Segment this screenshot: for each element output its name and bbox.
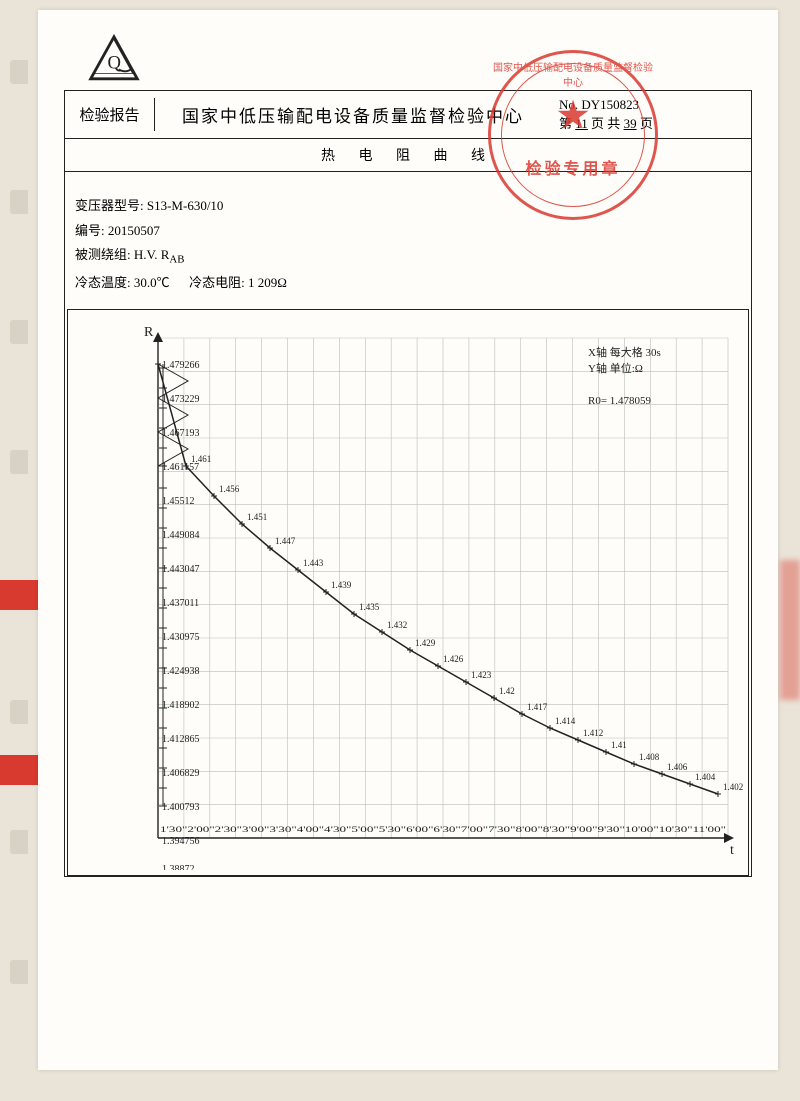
svg-text:1.447: 1.447: [275, 536, 296, 546]
coldres-value: 1 209Ω: [248, 275, 287, 290]
resistance-curve-chart: Rt1.4792661.4732291.4671931.4611571.4551…: [68, 310, 748, 870]
svg-text:1.414: 1.414: [555, 716, 576, 726]
svg-text:1.417: 1.417: [527, 702, 548, 712]
meta-block: 变压器型号: S13-M-630/10 编号: 20150507 被测绕组: H…: [65, 172, 751, 303]
svg-text:1.461: 1.461: [191, 454, 211, 464]
svg-text:1.426: 1.426: [443, 654, 464, 664]
report-label: 检验报告: [65, 98, 155, 131]
coldtemp-value: 30.0℃: [134, 275, 170, 290]
serial-label: 编号:: [75, 223, 105, 238]
page-prefix: 第: [559, 116, 572, 131]
svg-text:1.437011: 1.437011: [162, 598, 199, 609]
header-box: 检验报告 国家中低压输配电设备质量监督检验中心 No. DY150823 第 1…: [64, 90, 752, 877]
page-current: 11: [575, 116, 588, 131]
svg-text:1.418902: 1.418902: [162, 700, 200, 711]
svg-text:1.412865: 1.412865: [162, 734, 200, 745]
winding-sub: AB: [169, 254, 184, 266]
chart-frame: Rt1.4792661.4732291.4671931.4611571.4551…: [67, 309, 749, 876]
svg-text:1.402: 1.402: [723, 782, 743, 792]
model-label: 变压器型号:: [75, 198, 144, 213]
red-ribbon: [0, 580, 42, 610]
svg-text:1.404: 1.404: [695, 772, 716, 782]
coldtemp-label: 冷态温度:: [75, 275, 131, 290]
model-value: S13-M-630/10: [147, 198, 224, 213]
svg-text:1.412: 1.412: [583, 728, 603, 738]
svg-text:1.451: 1.451: [247, 512, 267, 522]
page-mid: 页 共: [591, 116, 620, 131]
doc-no-label: No.: [559, 97, 578, 112]
svg-text:1.394756: 1.394756: [162, 836, 200, 847]
svg-text:1.435: 1.435: [359, 602, 380, 612]
svg-text:1.400793: 1.400793: [162, 802, 200, 813]
svg-text:1.443047: 1.443047: [162, 564, 200, 575]
winding-label: 被测绕组:: [75, 247, 131, 262]
svg-text:1.408: 1.408: [639, 752, 660, 762]
binding-holes: [0, 0, 28, 1101]
serial-value: 20150507: [108, 223, 160, 238]
svg-text:1.38872: 1.38872: [162, 864, 195, 870]
svg-text:1.432: 1.432: [387, 620, 407, 630]
svg-text:R: R: [144, 325, 154, 340]
svg-text:1.456: 1.456: [219, 484, 240, 494]
stamp-ring-text: 国家中低压输配电设备质量监督检验中心: [491, 59, 655, 89]
side-bleed: [780, 560, 800, 700]
center-title: 国家中低压输配电设备质量监督检验中心: [155, 96, 551, 133]
subtitle: 热 电 阻 曲 线: [65, 139, 751, 172]
qs-logo: Q: [86, 34, 142, 90]
svg-text:R0= 1.478059: R0= 1.478059: [588, 395, 652, 407]
winding-value: H.V. R: [134, 247, 170, 262]
page-suffix: 页: [640, 116, 653, 131]
red-ribbon: [0, 755, 42, 785]
svg-text:1.406829: 1.406829: [162, 768, 200, 779]
svg-text:1.430975: 1.430975: [162, 632, 200, 643]
coldres-label: 冷态电阻:: [189, 275, 245, 290]
svg-text:1.42: 1.42: [499, 686, 515, 696]
page-total: 39: [624, 116, 637, 131]
svg-text:1.406: 1.406: [667, 762, 688, 772]
svg-text:1.443: 1.443: [303, 558, 324, 568]
svg-text:1.41: 1.41: [611, 740, 627, 750]
svg-text:1'30"2'00"2'30"3'00"3'30"4'00": 1'30"2'00"2'30"3'00"3'30"4'00"4'30"5'00"…: [160, 825, 726, 834]
doc-number-block: No. DY150823 第 11 页 共 39 页: [551, 91, 751, 138]
svg-text:Y轴 单位:Ω: Y轴 单位:Ω: [588, 361, 643, 375]
doc-no: DY150823: [581, 97, 639, 112]
svg-text:1.423: 1.423: [471, 670, 492, 680]
svg-text:X轴 每大格 30s: X轴 每大格 30s: [588, 345, 661, 359]
svg-text:1.424938: 1.424938: [162, 666, 200, 677]
svg-text:t: t: [730, 843, 734, 858]
svg-text:1.45512: 1.45512: [162, 496, 195, 507]
svg-text:1.439: 1.439: [331, 580, 352, 590]
svg-text:1.429: 1.429: [415, 638, 436, 648]
report-page: Q 检验报告 国家中低压输配电设备质量监督检验中心 No. DY150823 第…: [38, 10, 778, 1070]
svg-text:1.449084: 1.449084: [162, 530, 200, 541]
